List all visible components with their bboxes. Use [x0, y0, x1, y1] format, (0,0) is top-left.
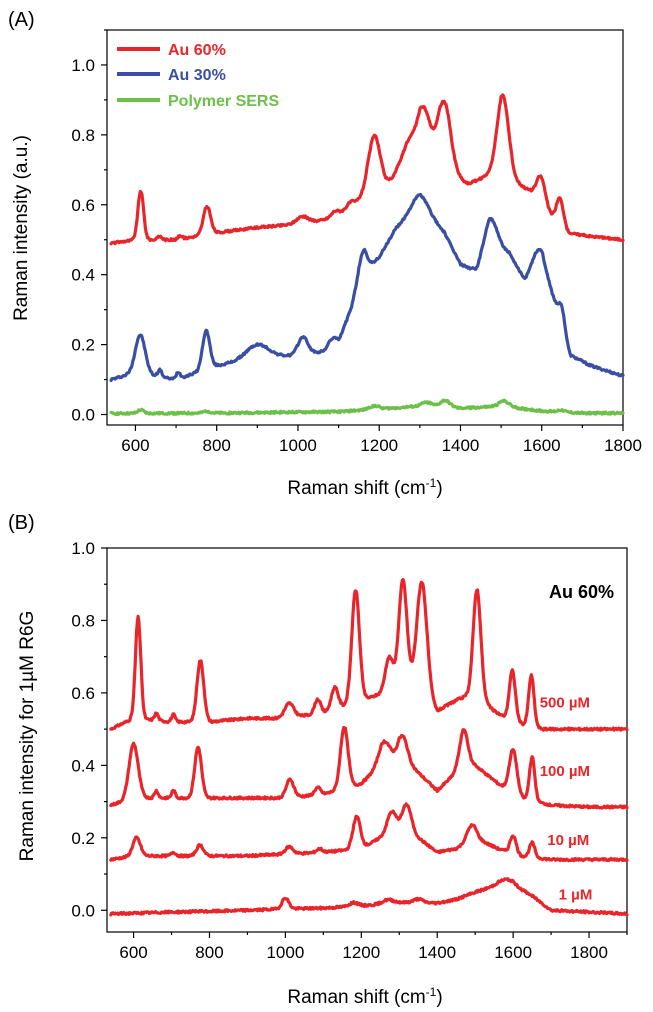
panel-b-x-tick-label: 1000 — [266, 943, 304, 962]
panel-b-series-labels: 500 µM 100 µM 10 µM 1 µM — [540, 694, 593, 903]
panel-b-y-tick-label: 0.4 — [71, 756, 95, 775]
panel-a-legend: Au 60% Au 30% Polymer SERS — [117, 42, 279, 110]
panel-b-plot-frame — [106, 547, 628, 933]
panel-b-series-label: 1 µM — [559, 886, 593, 903]
panel-a-x-tick-label: 600 — [121, 436, 149, 455]
legend-au30-label: Au 30% — [168, 67, 226, 84]
panel-a-y-tick-label: 0.8 — [71, 126, 95, 145]
panel-a-series-au-30 — [109, 192, 625, 382]
panel-b-series-100-m — [109, 725, 629, 810]
panel-b-series-10-m — [109, 802, 629, 863]
panel-a-series-polymer-sers — [109, 398, 625, 417]
panel-a-y-tick-label: 1.0 — [71, 56, 95, 75]
panel-b-y-tick-label: 0.8 — [71, 611, 95, 630]
panel-b: (B) 600 800 1000 1200 1400 1600 1800 0.0 0.2 0.4… — [8, 512, 629, 1008]
panel-a-y-tick-label: 0.4 — [71, 266, 95, 285]
panel-b-y-axis-title: Raman intensity for 1µM R6G — [17, 611, 38, 862]
panel-b-x-axis-title: Raman shift (cm-1) — [287, 985, 442, 1008]
panel-b-annotation: Au 60% — [549, 582, 614, 602]
panel-a-curves — [109, 93, 625, 417]
panel-b-series-label: 500 µM — [540, 694, 590, 711]
panel-b-series-label: 100 µM — [540, 763, 590, 780]
panel-a-x-tick-label: 1000 — [279, 436, 317, 455]
panel-a-x-ticks: 600 800 1000 1200 1400 1600 1800 — [121, 425, 642, 455]
panel-b-x-tick-label: 1400 — [418, 943, 456, 962]
panel-b-x-tick-label: 600 — [119, 943, 147, 962]
panel-a-series-au-60 — [109, 93, 625, 246]
legend-polymer-label: Polymer SERS — [168, 93, 279, 110]
panel-b-x-ticks: 600 800 1000 1200 1400 1600 1800 — [119, 932, 628, 962]
panel-a-y-axis-title: Raman intensity (a.u.) — [11, 135, 32, 321]
panel-b-y-tick-label: 0.6 — [71, 684, 95, 703]
panel-b-y-ticks: 0.0 0.2 0.4 0.6 0.8 1.0 — [71, 539, 107, 920]
panel-b-x-tick-label: 1800 — [570, 943, 608, 962]
panel-a-y-ticks: 0.0 0.2 0.4 0.6 0.8 1.0 — [71, 29, 107, 425]
panel-a-y-tick-label: 0.2 — [71, 336, 95, 355]
panel-b-x-tick-label: 1600 — [494, 943, 532, 962]
panel-a-x-tick-label: 1600 — [523, 436, 561, 455]
legend-au60-label: Au 60% — [168, 42, 226, 59]
panel-a-x-tick-label: 1800 — [604, 436, 642, 455]
panel-b-x-tick-label: 800 — [195, 943, 223, 962]
panel-a-x-tick-label: 800 — [203, 436, 231, 455]
panel-b-curves — [109, 578, 629, 917]
panel-b-y-tick-label: 1.0 — [71, 539, 95, 558]
panel-a-y-tick-label: 0.0 — [71, 406, 95, 425]
panel-b-y-tick-label: 0.0 — [71, 901, 95, 920]
panel-a: (A) 600 800 1000 1200 1400 1600 1800 0.0 0.2 0.4… — [8, 9, 642, 499]
panel-a-x-tick-label: 1400 — [442, 436, 480, 455]
panel-b-series-500-m — [109, 578, 629, 732]
panel-a-x-axis-title: Raman shift (cm-1) — [287, 476, 442, 499]
panel-a-label: (A) — [8, 9, 35, 31]
panel-b-series-1-m — [109, 877, 629, 917]
panel-a-plot-frame — [106, 29, 624, 426]
panel-b-y-tick-label: 0.2 — [71, 829, 95, 848]
panel-b-series-label: 10 µM — [547, 832, 589, 849]
panel-b-label: (B) — [8, 512, 35, 534]
panel-b-x-tick-label: 1200 — [342, 943, 380, 962]
panel-a-y-tick-label: 0.6 — [71, 196, 95, 215]
panel-a-x-tick-label: 1200 — [360, 436, 398, 455]
